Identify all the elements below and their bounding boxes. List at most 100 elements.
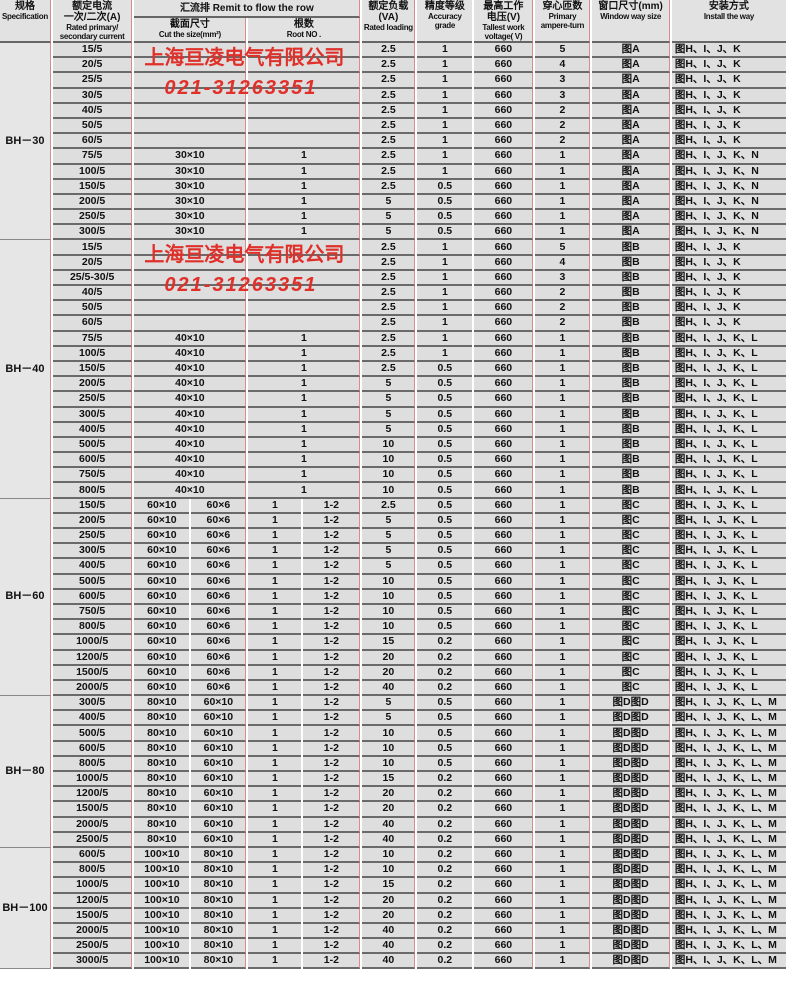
size-1-cell: 40×10 bbox=[134, 331, 247, 347]
install-way-cell: 图H、I、J、K bbox=[671, 43, 786, 59]
ampere-turn-cell: 1 bbox=[535, 361, 591, 378]
header-busbar: 汇流排 Remit to flow the row bbox=[134, 0, 361, 18]
voltage-cell: 660 bbox=[474, 346, 534, 362]
accuracy-cell: 0.2 bbox=[417, 878, 473, 894]
window-size-cell: 图C bbox=[592, 529, 670, 545]
window-size-cell: 图D图D bbox=[592, 863, 670, 879]
rated-load-cell: 2.5 bbox=[362, 103, 416, 119]
header-turns: 穿心匝数 Primary ampere-turn bbox=[535, 0, 591, 43]
root-1-cell: 1 bbox=[248, 756, 302, 772]
table-row: 500/5 40×10 1 10 0.5 660 1 图B 图H、I、J、K、L bbox=[0, 437, 786, 454]
rated-load-cell: 2.5 bbox=[362, 179, 416, 195]
accuracy-cell: 0.2 bbox=[417, 908, 473, 924]
root-2-cell: 1-2 bbox=[303, 620, 361, 636]
voltage-cell: 660 bbox=[474, 422, 534, 438]
ampere-turn-cell: 1 bbox=[535, 574, 591, 590]
root-1-cell: 1 bbox=[248, 544, 302, 560]
install-way-cell: 图H、I、J、K bbox=[671, 118, 786, 135]
size-1-cell: 80×10 bbox=[134, 772, 190, 788]
table-row: 1000/5 60×10 60×6 1 1-2 15 0.2 660 1 图C 图H、I、J、K、L bbox=[0, 635, 786, 651]
size-2-cell: 60×10 bbox=[191, 756, 247, 772]
install-way-cell: 图H、I、J、K bbox=[671, 88, 786, 104]
current-cell: 25/5-30/5 bbox=[52, 270, 133, 286]
voltage-cell: 660 bbox=[474, 210, 534, 226]
accuracy-cell: 1 bbox=[417, 149, 473, 165]
ampere-turn-cell: 3 bbox=[535, 270, 591, 286]
rated-load-cell: 40 bbox=[362, 939, 416, 955]
table-row: 800/5 60×10 60×6 1 1-2 10 0.5 660 1 图C 图H、I、J、K、L bbox=[0, 620, 786, 636]
window-size-cell: 图D图D bbox=[592, 923, 670, 940]
install-way-cell: 图H、I、J、K、L、M bbox=[671, 847, 786, 864]
table-row: 300/5 60×10 60×6 1 1-2 5 0.5 660 1 图C 图H、I、J、K、L bbox=[0, 544, 786, 560]
current-cell: 400/5 bbox=[52, 422, 133, 438]
root-1-cell: 1 bbox=[248, 665, 302, 681]
current-cell: 2500/5 bbox=[52, 832, 133, 848]
install-way-cell: 图H、I、J、K、L、M bbox=[671, 772, 786, 788]
window-size-cell: 图D图D bbox=[592, 772, 670, 788]
ampere-turn-cell: 1 bbox=[535, 665, 591, 681]
accuracy-cell: 0.5 bbox=[417, 361, 473, 378]
size-2-cell: 60×10 bbox=[191, 802, 247, 818]
ampere-turn-cell: 1 bbox=[535, 908, 591, 924]
accuracy-cell: 1 bbox=[417, 316, 473, 332]
root-2-cell: 1-2 bbox=[303, 741, 361, 757]
accuracy-cell: 0.5 bbox=[417, 711, 473, 727]
install-way-cell: 图H、I、J、K bbox=[671, 286, 786, 302]
install-way-cell: 图H、I、J、K、L、M bbox=[671, 908, 786, 924]
root-1-cell: 1 bbox=[248, 604, 302, 621]
accuracy-cell: 0.2 bbox=[417, 772, 473, 788]
accuracy-cell: 1 bbox=[417, 346, 473, 362]
table-body: BH－30 15/5 2.5 1 660 5 图A 图H、I、J、K 20/5 2.5 1 660 4 图… bbox=[0, 43, 786, 970]
accuracy-cell: 0.5 bbox=[417, 574, 473, 590]
accuracy-cell: 0.2 bbox=[417, 787, 473, 803]
table-header: 规格 Specification 额定电流 一次/二次(A) Rated primar… bbox=[0, 0, 786, 43]
voltage-cell: 660 bbox=[474, 270, 534, 286]
window-size-cell: 图D图D bbox=[592, 908, 670, 924]
accuracy-cell: 0.2 bbox=[417, 802, 473, 818]
size-1-cell: 30×10 bbox=[134, 164, 247, 180]
size-2-cell: 60×10 bbox=[191, 832, 247, 848]
voltage-cell: 660 bbox=[474, 194, 534, 211]
accuracy-cell: 0.2 bbox=[417, 665, 473, 681]
current-cell: 800/5 bbox=[52, 863, 133, 879]
install-way-cell: 图H、I、J、K、L bbox=[671, 604, 786, 621]
table-row: 20/5 2.5 1 660 4 图B 图H、I、J、K bbox=[0, 255, 786, 271]
size-1-cell: 40×10 bbox=[134, 407, 247, 423]
voltage-cell: 660 bbox=[474, 377, 534, 393]
accuracy-cell: 0.5 bbox=[417, 513, 473, 529]
header-accuracy: 精度等级 Accuracy grade bbox=[417, 0, 473, 43]
size-1-cell: 80×10 bbox=[134, 787, 190, 803]
table-row: 1500/5 60×10 60×6 1 1-2 20 0.2 660 1 图C 图H、I、J、K、L bbox=[0, 665, 786, 681]
install-way-cell: 图H、I、J、K、L bbox=[671, 559, 786, 575]
accuracy-cell: 0.2 bbox=[417, 650, 473, 666]
voltage-cell: 660 bbox=[474, 878, 534, 894]
window-size-cell: 图B bbox=[592, 240, 670, 256]
table-row: 200/5 60×10 60×6 1 1-2 5 0.5 660 1 图C 图H、I、J、K、L bbox=[0, 513, 786, 529]
install-way-cell: 图H、I、J、K、L bbox=[671, 589, 786, 605]
current-cell: 1000/5 bbox=[52, 878, 133, 894]
root-1-cell: 1 bbox=[248, 164, 361, 180]
current-cell: 250/5 bbox=[52, 529, 133, 545]
ampere-turn-cell: 1 bbox=[535, 817, 591, 833]
window-size-cell: 图B bbox=[592, 468, 670, 484]
root-1-cell: 1 bbox=[248, 650, 302, 666]
voltage-cell: 660 bbox=[474, 741, 534, 757]
root-1-cell: 1 bbox=[248, 863, 302, 879]
ampere-turn-cell: 1 bbox=[535, 346, 591, 362]
window-size-cell: 图B bbox=[592, 392, 670, 408]
table-row: 400/5 60×10 60×6 1 1-2 5 0.5 660 1 图C 图H、I、J、K、L bbox=[0, 559, 786, 575]
table-row: BH－80 300/5 80×10 60×10 1 1-2 5 0.5 660 1 图D图D 图H、I… bbox=[0, 696, 786, 848]
voltage-cell: 660 bbox=[474, 301, 534, 317]
window-size-cell: 图D图D bbox=[592, 787, 670, 803]
accuracy-cell: 0.5 bbox=[417, 377, 473, 393]
accuracy-cell: 0.5 bbox=[417, 225, 473, 241]
size-1-cell bbox=[134, 286, 247, 302]
window-size-cell: 图C bbox=[592, 513, 670, 529]
accuracy-cell: 0.5 bbox=[417, 194, 473, 211]
ampere-turn-cell: 1 bbox=[535, 529, 591, 545]
root-2-cell: 1-2 bbox=[303, 726, 361, 742]
rated-load-cell: 2.5 bbox=[362, 498, 416, 514]
size-1-cell: 80×10 bbox=[134, 832, 190, 848]
table-row: 60/5 2.5 1 660 2 图B 图H、I、J、K bbox=[0, 316, 786, 332]
voltage-cell: 660 bbox=[474, 726, 534, 742]
